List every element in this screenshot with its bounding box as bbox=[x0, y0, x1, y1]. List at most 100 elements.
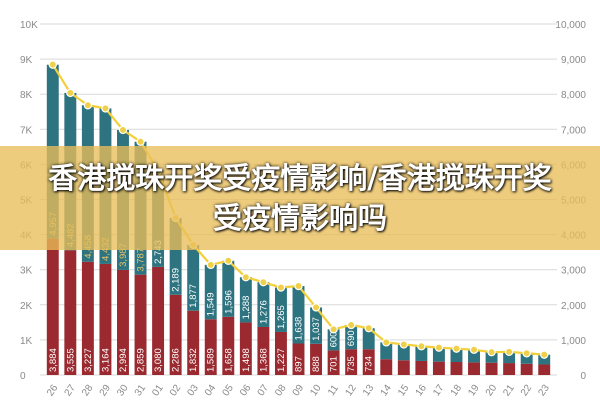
line-point bbox=[224, 256, 233, 265]
line-point bbox=[346, 320, 356, 330]
bar-bottom-segment bbox=[432, 361, 445, 375]
top-value-label: 1,877 bbox=[188, 284, 199, 308]
bottom-value-label: 1,832 bbox=[188, 348, 199, 372]
top-value-label: 1,276 bbox=[258, 300, 269, 324]
x-axis-tick-label: 15 bbox=[396, 382, 412, 398]
top-value-label: 1,596 bbox=[223, 290, 234, 314]
line-point bbox=[382, 338, 391, 347]
bar-bottom-segment bbox=[169, 294, 182, 375]
bar-bottom-segment bbox=[46, 238, 59, 375]
line-point bbox=[504, 347, 514, 357]
bar-bottom-segment bbox=[99, 263, 112, 375]
bar-bottom-segment bbox=[503, 363, 516, 375]
bar-top-segment bbox=[222, 260, 235, 317]
line-point bbox=[364, 323, 373, 333]
x-axis-tick-label: 23 bbox=[536, 382, 552, 398]
line-point bbox=[329, 325, 338, 334]
line-point bbox=[487, 347, 496, 357]
line-point bbox=[469, 345, 479, 354]
x-axis-tick-label: 13 bbox=[361, 382, 377, 398]
total-line bbox=[48, 60, 549, 359]
bar-bottom-segment bbox=[310, 343, 323, 375]
bottom-value-label: 3,227 bbox=[83, 348, 94, 372]
x-axis-tick-label: 06 bbox=[238, 382, 254, 398]
bottom-value-label: 1,658 bbox=[223, 348, 234, 372]
line-point bbox=[399, 340, 409, 349]
top-value-label: 1,638 bbox=[294, 317, 305, 341]
bar-bottom-segment bbox=[204, 319, 217, 375]
bar-bottom-segment bbox=[239, 322, 252, 375]
right-axis-tick-label: 0 bbox=[580, 371, 586, 382]
x-axis-tick-label: 01 bbox=[150, 382, 166, 398]
bottom-value-label: 1,589 bbox=[206, 348, 217, 372]
bottom-value-label: 1,498 bbox=[241, 348, 252, 372]
bottom-value-label: 2,994 bbox=[118, 348, 129, 372]
line-point bbox=[540, 350, 549, 359]
line-point bbox=[206, 260, 215, 270]
bar-top-segment bbox=[362, 328, 375, 350]
left-axis-tick-label: 7K bbox=[20, 125, 33, 136]
bar-top-segment bbox=[468, 349, 480, 363]
bar-top-segment bbox=[204, 264, 217, 320]
line-point bbox=[48, 60, 57, 69]
x-axis-tick-label: 04 bbox=[203, 382, 219, 398]
bottom-value-label: 1,368 bbox=[258, 348, 269, 372]
x-axis-tick-label: 30 bbox=[115, 382, 131, 398]
line-point bbox=[118, 125, 128, 135]
bottom-value-label: 3,080 bbox=[153, 348, 164, 372]
bottom-value-label: 2,859 bbox=[136, 348, 147, 372]
bar-bottom-segment bbox=[134, 274, 147, 375]
bar-top-segment bbox=[485, 352, 498, 363]
x-axis-tick-label: 12 bbox=[343, 382, 359, 398]
bar-top-segment bbox=[169, 217, 182, 295]
bottom-value-label: 1,227 bbox=[276, 348, 287, 372]
top-value-label: 2,189 bbox=[171, 268, 182, 292]
top-value-label: 690 bbox=[346, 330, 357, 346]
bar-bottom-segment bbox=[274, 331, 287, 375]
line-point bbox=[522, 349, 531, 358]
left-axis-tick-label: 10K bbox=[20, 20, 38, 31]
bar-top-segment bbox=[310, 307, 323, 344]
x-axis-tick-label: 09 bbox=[291, 382, 307, 398]
x-axis-tick-label: 07 bbox=[256, 382, 272, 398]
top-value-label: 3,787 bbox=[136, 248, 147, 272]
right-axis-tick-label: 9,000 bbox=[561, 55, 586, 66]
headline-text: 香港搅珠开奖受疫情影响/香港搅珠开奖受疫情影响吗 bbox=[48, 161, 552, 235]
x-axis-tick-label: 31 bbox=[133, 382, 149, 398]
bar-top-segment bbox=[274, 287, 287, 332]
bar-top-segment bbox=[327, 329, 340, 351]
bottom-value-label: 888 bbox=[311, 356, 322, 372]
right-axis-tick-label: 2,000 bbox=[561, 301, 586, 312]
x-axis-tick-label: 10 bbox=[308, 382, 324, 398]
bar-bottom-segment bbox=[222, 316, 235, 375]
line-point bbox=[276, 283, 286, 292]
x-axis-tick-label: 22 bbox=[519, 382, 535, 398]
headline-banner: 香港搅珠开奖受疫情影响/香港搅珠开奖受疫情影响吗 bbox=[0, 146, 600, 250]
bar-top-segment bbox=[432, 347, 445, 362]
top-value-label: 2,743 bbox=[153, 240, 164, 264]
right-axis-tick-label: 8,000 bbox=[561, 90, 586, 101]
bar-bottom-segment bbox=[468, 362, 480, 375]
x-axis-tick-label: 19 bbox=[466, 382, 482, 398]
bar-bottom-segment bbox=[520, 363, 533, 375]
bar-top-segment bbox=[450, 348, 463, 363]
right-axis-tick-label: 7,000 bbox=[561, 125, 586, 136]
top-value-label: 1,265 bbox=[276, 305, 287, 329]
bar-top-segment bbox=[538, 354, 551, 365]
x-axis-tick-label: 17 bbox=[431, 382, 447, 398]
line-point bbox=[66, 88, 75, 98]
line-point bbox=[83, 101, 93, 110]
bar-top-segment bbox=[257, 282, 270, 327]
right-axis-tick-label: 3,000 bbox=[561, 266, 586, 277]
bar-bottom-segment bbox=[397, 360, 410, 375]
left-axis-tick-label: 8K bbox=[20, 90, 33, 101]
bar-top-segment bbox=[345, 324, 358, 350]
left-axis-tick-label: 3K bbox=[20, 266, 33, 277]
bar-bottom-segment bbox=[187, 310, 200, 375]
top-value-label: 3,987 bbox=[118, 243, 129, 267]
top-value-label: 600 bbox=[329, 332, 340, 348]
bar-bottom-segment bbox=[538, 364, 551, 375]
bar-bottom-segment bbox=[64, 250, 77, 375]
x-axis-tick-label: 29 bbox=[98, 382, 114, 398]
